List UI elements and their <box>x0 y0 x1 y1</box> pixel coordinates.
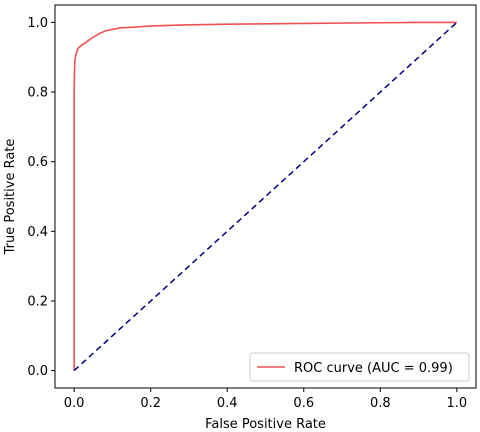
y-tick-label: 1.0 <box>27 16 48 31</box>
y-tick-label: 0.4 <box>27 225 48 240</box>
legend: ROC curve (AUC = 0.99) <box>249 352 470 382</box>
axes-frame <box>54 4 477 389</box>
legend-box <box>249 352 470 382</box>
x-tick-label: 0.0 <box>64 396 85 411</box>
x-axis-ticks: 0.0 0.2 0.4 0.6 0.8 1.0 <box>64 388 467 411</box>
x-tick-label: 0.6 <box>293 396 314 411</box>
y-tick-label: 0.0 <box>27 364 48 379</box>
roc-curve-line <box>73 21 457 371</box>
y-tick-label: 0.2 <box>27 294 48 309</box>
x-tick-label: 0.8 <box>370 396 391 411</box>
x-tick-label: 1.0 <box>447 396 468 411</box>
y-axis-ticks: 0.0 0.2 0.4 0.6 0.8 1.0 <box>27 16 55 379</box>
chance-diagonal-line <box>73 21 458 372</box>
x-tick-label: 0.2 <box>140 396 161 411</box>
y-axis-label: True Positive Rate <box>3 139 18 256</box>
y-tick-label: 0.8 <box>27 86 48 101</box>
x-axis-label: False Positive Rate <box>205 417 326 432</box>
y-tick-label: 0.6 <box>27 155 48 170</box>
plot-area <box>73 21 458 372</box>
legend-label-roc-curve: ROC curve (AUC = 0.99) <box>294 361 453 376</box>
x-tick-label: 0.4 <box>217 396 238 411</box>
